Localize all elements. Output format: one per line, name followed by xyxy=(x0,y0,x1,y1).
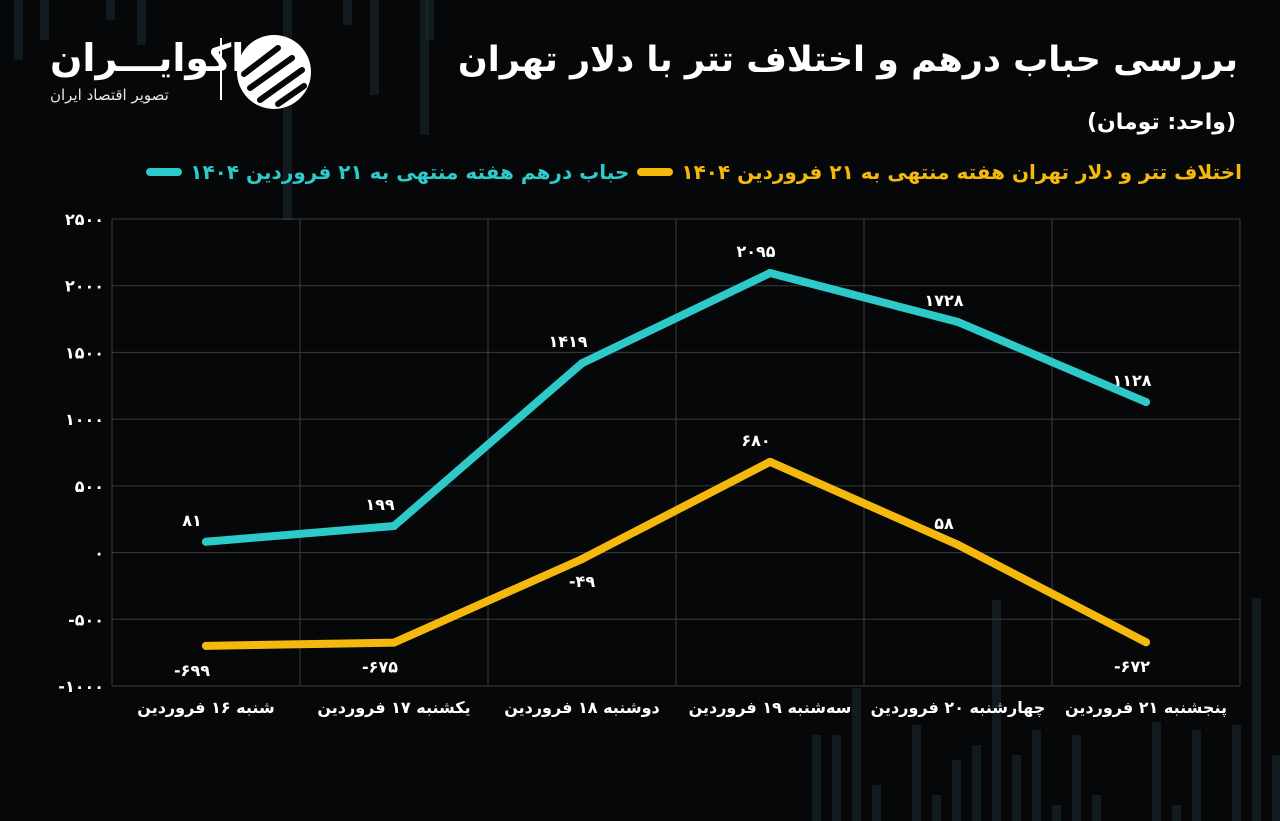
data-label: -۶۷۲ xyxy=(1114,657,1150,676)
data-point xyxy=(954,540,962,549)
data-label: ۱۹۹ xyxy=(365,495,395,514)
decoration-bar xyxy=(952,760,961,821)
decoration-bar xyxy=(137,0,146,45)
logo-divider xyxy=(220,38,222,100)
decoration-bar xyxy=(1072,735,1081,821)
legend-item-gold: اختلاف تتر و دلار تهران هفته منتهی به ۲۱… xyxy=(637,160,1242,184)
y-tick-label: -۱۰۰۰ xyxy=(58,677,104,696)
brand-emblem-icon xyxy=(237,35,311,109)
data-label: ۸۱ xyxy=(182,511,202,530)
y-tick-label: ۵۰۰ xyxy=(75,477,104,496)
data-point xyxy=(202,641,210,650)
data-point xyxy=(202,537,210,546)
y-tick-label: -۵۰۰ xyxy=(68,610,104,629)
data-label: ۵۸ xyxy=(934,514,954,533)
y-tick-label: ۲۰۰۰ xyxy=(65,277,104,296)
decoration-bar xyxy=(832,735,841,821)
data-point xyxy=(1142,638,1150,647)
data-label: ۶۸۰ xyxy=(741,431,770,450)
unit-label: (واحد: تومان) xyxy=(1086,110,1236,135)
data-point xyxy=(954,318,962,327)
decoration-bar xyxy=(425,0,434,40)
decoration-bar xyxy=(106,0,115,20)
decoration-bar xyxy=(420,0,429,135)
decoration-bar xyxy=(1152,722,1161,821)
data-label: -۶۷۵ xyxy=(362,658,398,677)
y-tick-label: ۲۵۰۰ xyxy=(65,210,104,229)
decoration-bar xyxy=(1032,730,1041,821)
decoration-bar xyxy=(1252,598,1261,821)
decoration-bar xyxy=(1092,795,1101,821)
decoration-bar xyxy=(972,745,981,821)
x-tick-label: یکشنبه ۱۷ فروردین xyxy=(317,698,470,717)
data-point xyxy=(578,359,586,368)
x-tick-label: سه‌شنبه ۱۹ فروردین xyxy=(689,698,852,717)
data-point xyxy=(766,269,774,278)
decoration-bar xyxy=(343,0,352,25)
brand-name: اکوایـــران xyxy=(50,36,245,80)
decoration-bar xyxy=(872,785,881,821)
legend-item-teal: حباب درهم هفته منتهی به ۲۱ فروردین ۱۴۰۴ xyxy=(146,160,629,184)
legend-label-teal: حباب درهم هفته منتهی به ۲۱ فروردین ۱۴۰۴ xyxy=(190,160,630,184)
data-point xyxy=(766,457,774,466)
decoration-bar xyxy=(912,725,921,821)
x-tick-label: دوشنبه ۱۸ فروردین xyxy=(504,698,660,717)
decoration-bar xyxy=(40,0,49,40)
series-line-gold xyxy=(202,457,1150,650)
decoration-bar xyxy=(812,735,821,821)
decoration-bar xyxy=(1172,805,1181,821)
brand-logo: اکوایـــران تصویر اقتصاد ایران xyxy=(48,30,318,110)
data-label: ۲۰۹۵ xyxy=(736,242,775,261)
decoration-bar xyxy=(1232,725,1241,821)
decoration-bar xyxy=(1192,730,1201,821)
x-tick-label: چهارشنبه ۲۰ فروردین xyxy=(871,698,1046,718)
decoration-bar xyxy=(1052,805,1061,821)
data-point xyxy=(390,638,398,647)
data-label: -۶۹۹ xyxy=(174,661,210,680)
decoration-bar xyxy=(1272,755,1280,821)
decoration-bar xyxy=(932,795,941,821)
series-line-teal xyxy=(202,269,1150,546)
y-tick-label: ۱۰۰۰ xyxy=(65,410,104,429)
legend: حباب درهم هفته منتهی به ۲۱ فروردین ۱۴۰۴ … xyxy=(146,160,1242,184)
legend-label-gold: اختلاف تتر و دلار تهران هفته منتهی به ۲۱… xyxy=(681,160,1242,184)
decoration-bar xyxy=(370,0,379,95)
decoration-bar xyxy=(14,0,23,60)
decoration-bar xyxy=(992,600,1001,821)
data-label: ۱۱۲۸ xyxy=(1112,371,1151,390)
chart-title: بررسی حباب درهم و اختلاف تتر با دلار تهر… xyxy=(457,40,1238,80)
data-point xyxy=(1142,398,1150,407)
brand-tagline: تصویر اقتصاد ایران xyxy=(50,86,169,104)
decoration-bar xyxy=(283,0,292,220)
x-tick-label: پنجشنبه ۲۱ فروردین xyxy=(1065,698,1227,718)
data-label: ۱۴۱۹ xyxy=(548,332,587,351)
legend-swatch-gold xyxy=(637,168,674,176)
x-tick-label: شنبه ۱۶ فروردین xyxy=(137,698,274,717)
y-tick-label: ۰ xyxy=(94,544,104,563)
data-point xyxy=(390,522,398,531)
data-label: -۴۹ xyxy=(569,572,595,591)
data-point xyxy=(578,555,586,564)
legend-swatch-teal xyxy=(146,168,183,176)
decoration-bar xyxy=(852,688,861,821)
decoration-bar xyxy=(1012,755,1021,821)
y-tick-label: ۱۵۰۰ xyxy=(65,343,104,362)
data-label: ۱۷۲۸ xyxy=(924,291,963,310)
